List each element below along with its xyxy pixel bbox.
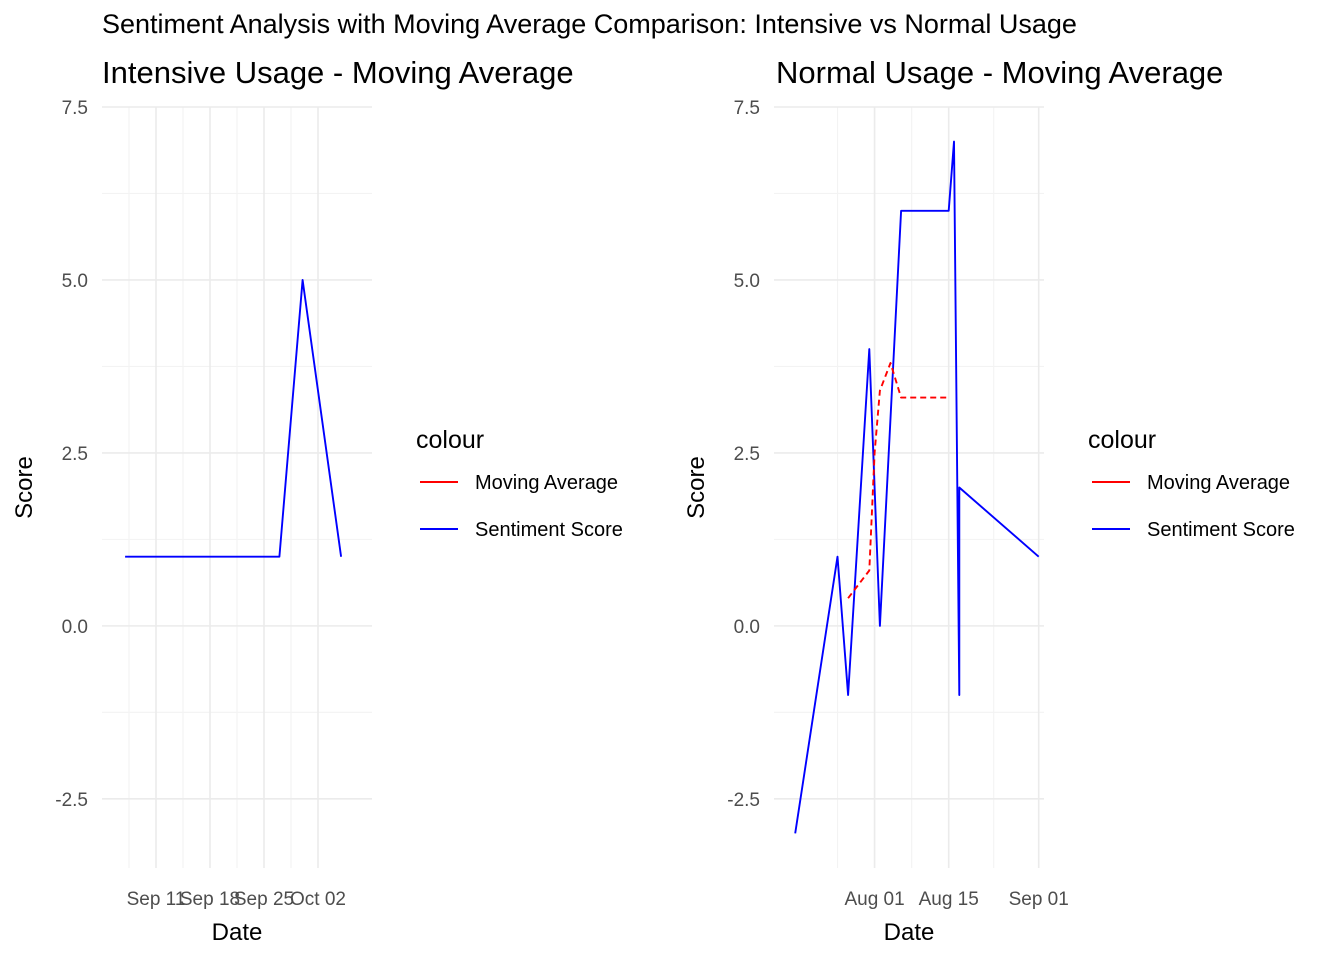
data-point	[124, 556, 126, 558]
y-tick-label: 2.5	[734, 444, 760, 465]
x-tick-label: Sep 11	[127, 889, 186, 910]
y-axis-label: Score	[683, 456, 710, 519]
data-point	[847, 597, 849, 599]
data-point	[958, 487, 960, 489]
y-tick-label: 0.0	[62, 617, 88, 638]
data-point	[900, 397, 902, 399]
data-point	[340, 556, 342, 558]
panels: Intensive Usage - Moving Average -2.5 0.0 2…	[11, 55, 1295, 946]
legend: colour Moving Average Sentiment Score	[416, 426, 623, 541]
data-point	[948, 210, 950, 212]
data-point	[279, 556, 281, 558]
y-tick-label: 5.0	[62, 271, 88, 292]
panel-1: Intensive Usage - Moving Average -2.5 0.0 2…	[11, 55, 623, 946]
data-point	[890, 362, 892, 364]
data-point	[868, 348, 870, 350]
y-tick-label: 5.0	[734, 271, 760, 292]
x-tick-label: Oct 02	[290, 889, 346, 910]
data-point	[868, 570, 870, 572]
series-sentiment-score	[794, 140, 1040, 835]
data-point	[879, 625, 881, 627]
grid	[102, 106, 372, 868]
legend-label: Moving Average	[1147, 472, 1290, 494]
data-point	[958, 694, 960, 696]
legend-title: colour	[416, 426, 484, 454]
data-point	[879, 390, 881, 392]
y-tick-label: -2.5	[55, 790, 88, 811]
x-tick-label: Sep 18	[180, 889, 240, 910]
legend-label: Sentiment Score	[475, 519, 623, 541]
data-point	[302, 279, 304, 281]
panel-2: Normal Usage - Moving Average -2.5 0.0 2.5 5…	[683, 55, 1295, 946]
series-line	[847, 362, 949, 599]
data-point	[863, 577, 865, 579]
x-tick-label: Aug 15	[919, 889, 979, 910]
y-tick-label: 2.5	[62, 444, 88, 465]
data-point	[837, 556, 839, 558]
y-tick-label: 7.5	[734, 98, 760, 119]
data-point	[794, 833, 796, 835]
series-line	[125, 279, 343, 558]
data-point	[874, 452, 876, 454]
y-tick-label: 7.5	[62, 98, 88, 119]
series-line	[794, 140, 1040, 834]
data-point	[953, 141, 955, 143]
legend-label: Sentiment Score	[1147, 519, 1295, 541]
panel-title: Intensive Usage - Moving Average	[102, 55, 574, 90]
series-sentiment-score	[124, 279, 343, 558]
y-axis-label: Score	[11, 456, 38, 519]
x-tick-label: Sep 01	[1009, 889, 1069, 910]
figure-suptitle: Sentiment Analysis with Moving Average C…	[102, 9, 1077, 39]
data-point	[1038, 556, 1040, 558]
x-tick-label: Aug 01	[844, 889, 904, 910]
legend-title: colour	[1088, 426, 1156, 454]
x-axis-label: Date	[884, 919, 935, 946]
x-tick-label: Sep 25	[234, 889, 294, 910]
series-moving-average	[847, 362, 949, 599]
legend: colour Moving Average Sentiment Score	[1088, 426, 1295, 541]
panel-title: Normal Usage - Moving Average	[776, 55, 1223, 90]
grid	[774, 106, 1044, 868]
data-point	[847, 694, 849, 696]
data-point	[948, 397, 950, 399]
legend-label: Moving Average	[475, 472, 618, 494]
y-tick-label: -2.5	[727, 790, 760, 811]
y-tick-label: 0.0	[734, 617, 760, 638]
x-axis-label: Date	[212, 919, 263, 946]
data-point	[900, 210, 902, 212]
